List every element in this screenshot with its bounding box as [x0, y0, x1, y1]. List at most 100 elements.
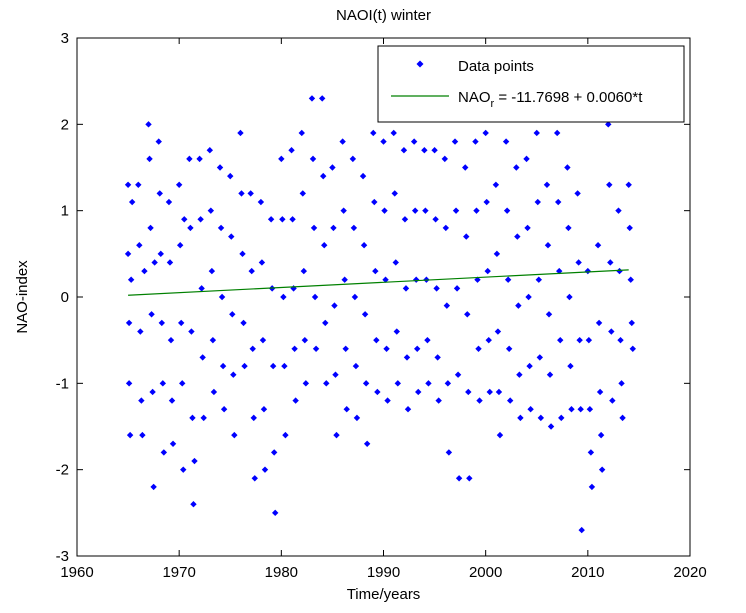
data-point: [557, 336, 564, 344]
data-point: [421, 147, 428, 154]
data-point: [332, 371, 339, 378]
data-point: [181, 216, 188, 223]
data-point: [343, 406, 350, 413]
data-point: [533, 129, 540, 137]
data-point: [534, 198, 541, 206]
data-point: [342, 345, 349, 352]
data-point: [492, 181, 500, 188]
x-axis-ticks: 1960 1970 1980 1990 2000 2010 2020: [60, 38, 707, 581]
data-point: [615, 207, 622, 214]
data-point: [617, 336, 624, 344]
y-tick-label: 2: [61, 116, 69, 133]
data-point: [403, 354, 411, 361]
data-point: [586, 406, 594, 413]
y-tick-label: -3: [56, 548, 69, 565]
data-point: [442, 224, 450, 232]
x-tick-label: 1980: [265, 564, 298, 581]
data-point: [320, 172, 327, 180]
data-point: [151, 259, 158, 266]
data-point: [597, 431, 605, 439]
data-point: [146, 155, 153, 163]
data-point: [301, 336, 309, 344]
data-point: [169, 440, 177, 447]
data-point: [125, 319, 133, 327]
data-point: [566, 293, 573, 301]
data-point: [574, 190, 581, 197]
data-point: [178, 319, 185, 327]
data-point: [400, 147, 408, 154]
data-point: [370, 129, 377, 137]
data-point: [394, 380, 402, 387]
data-point: [227, 172, 234, 180]
data-point: [353, 414, 361, 422]
data-point: [515, 302, 522, 309]
data-point: [628, 319, 635, 327]
data-point: [197, 216, 204, 223]
data-point: [289, 216, 296, 223]
data-point: [298, 129, 305, 137]
data-point: [578, 526, 585, 534]
data-point: [350, 224, 358, 232]
legend: Data points NAOr = -11.7698 + 0.0060*t: [377, 45, 685, 123]
data-point: [373, 336, 380, 344]
y-tick-label: 1: [61, 203, 69, 220]
y-axis-ticks: -3 -2 -1 0 1 2 3: [56, 30, 690, 565]
data-point: [351, 293, 359, 301]
y-axis-label: NAO-index: [14, 260, 31, 334]
data-point: [544, 242, 552, 249]
data-point: [139, 431, 146, 439]
data-point: [595, 319, 603, 327]
data-point: [607, 259, 614, 266]
data-point: [596, 388, 604, 396]
x-tick-label: 2020: [673, 564, 706, 581]
data-point: [231, 431, 238, 439]
data-point: [431, 147, 438, 154]
data-point: [383, 345, 390, 352]
data-point: [526, 362, 533, 370]
data-point: [391, 190, 398, 197]
data-point: [248, 267, 255, 275]
data-point: [452, 207, 460, 214]
data-point: [513, 164, 520, 171]
data-point: [341, 276, 348, 283]
data-point: [463, 233, 470, 240]
data-point: [451, 138, 459, 145]
data-point: [199, 354, 206, 361]
y-tick-label: -1: [56, 375, 69, 392]
data-point: [514, 233, 521, 240]
data-point: [584, 267, 592, 275]
data-point: [280, 293, 287, 301]
data-point: [299, 190, 306, 197]
data-point: [150, 483, 157, 491]
data-point: [466, 475, 473, 482]
plot-area: [77, 38, 690, 556]
data-point: [219, 362, 227, 370]
data-point: [291, 345, 298, 352]
data-point: [462, 164, 469, 171]
data-point: [503, 207, 511, 214]
data-point: [249, 345, 256, 352]
data-point: [454, 371, 462, 378]
data-point: [404, 406, 412, 413]
data-point: [494, 328, 502, 335]
data-point: [208, 267, 216, 275]
data-point: [261, 466, 269, 473]
data-point: [186, 155, 193, 163]
data-point: [401, 216, 409, 223]
data-point: [524, 224, 531, 232]
data-point: [476, 397, 483, 404]
chart-title: NAOI(t) winter: [336, 7, 431, 24]
data-point: [453, 285, 461, 292]
data-point: [362, 380, 370, 387]
x-tick-label: 2000: [469, 564, 502, 581]
data-point: [414, 345, 421, 352]
data-point: [155, 138, 162, 145]
data-point: [331, 302, 338, 309]
x-axis-label: Time/years: [347, 586, 421, 603]
data-point: [502, 138, 510, 145]
data-point: [425, 380, 432, 387]
data-point: [241, 362, 248, 370]
data-point: [576, 336, 583, 344]
data-point: [319, 95, 326, 102]
data-point: [300, 267, 308, 275]
